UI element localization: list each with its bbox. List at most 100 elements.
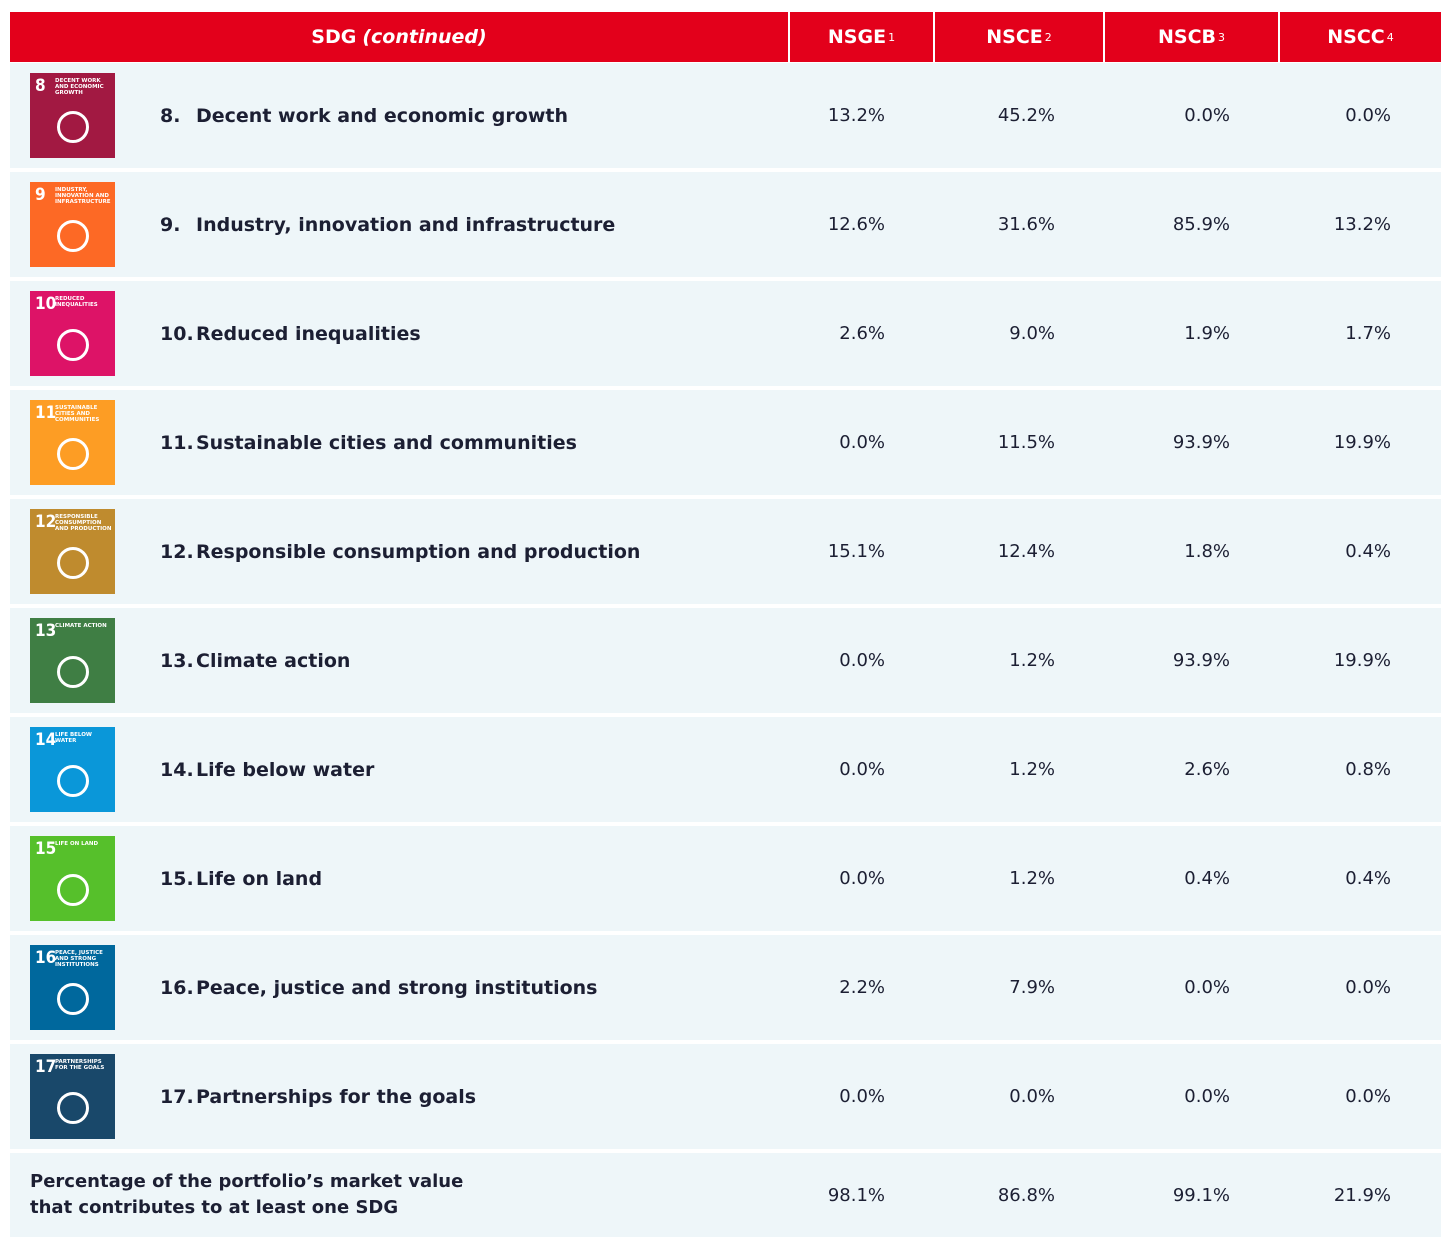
icon-pictogram (57, 329, 89, 361)
sdg-name: Life below water (196, 758, 375, 781)
value-cell: 13.2% (790, 63, 885, 168)
value-cell: 13.2% (1280, 172, 1391, 277)
value-cell: 0.0% (790, 826, 885, 931)
value-cell: 0.0% (790, 608, 885, 713)
table-row: 10 Reduced inequalities 10. Reduced inequal… (10, 281, 1441, 386)
value-cell: 0.0% (1280, 935, 1391, 1040)
sdg-number: 14. (160, 758, 194, 781)
value: 15.1% (827, 541, 885, 562)
total-row: Percentage of the portfolio’s market val… (10, 1153, 1441, 1237)
value: 0.0% (1184, 1086, 1230, 1107)
icon-number: 8 (35, 76, 46, 96)
value: 0.0% (1009, 1086, 1055, 1107)
header-cell: NSCE 2 (935, 12, 1103, 62)
value: 31.6% (997, 214, 1055, 235)
value: 11.5% (997, 432, 1055, 453)
sdg-name: Responsible consumption and production (196, 540, 641, 563)
sdg-label: 16. Peace, justice and strong institution… (160, 935, 597, 1040)
sdg-label: 15. Life on land (160, 826, 322, 931)
header-superscript: 1 (888, 30, 896, 44)
sdg-icon: 10 Reduced inequalities (30, 291, 115, 376)
sdg-label: 11. Sustainable cities and communities (160, 390, 577, 495)
value-cell: 19.9% (1280, 390, 1391, 495)
value-cell: 7.9% (935, 935, 1055, 1040)
icon-pictogram (57, 656, 89, 688)
value-cell: 0.0% (935, 1044, 1055, 1149)
value: 13.2% (827, 105, 885, 126)
value-cell: 0.0% (1105, 63, 1230, 168)
value: 12.6% (827, 214, 885, 235)
sdg-name: Life on land (196, 867, 323, 890)
sdg-number: 10. (160, 322, 194, 345)
header-text: NSCC (1327, 26, 1385, 48)
value-cell: 2.2% (790, 935, 885, 1040)
value: 0.4% (1184, 868, 1230, 889)
value: 0.0% (839, 1086, 885, 1107)
value: 1.2% (1009, 650, 1055, 671)
value: 0.4% (1345, 541, 1391, 562)
value-cell: 86.8% (935, 1153, 1055, 1237)
sdg-icon: 17 Partnerships for the goals (30, 1054, 115, 1139)
sdg-cell: 17 Partnerships for the goals 17. Partnersh… (10, 1044, 790, 1149)
value-cell: 85.9% (1105, 172, 1230, 277)
icon-label: Life below water (55, 732, 92, 744)
sdg-number: 15. (160, 867, 194, 890)
sdg-cell: 16 Peace, justice and strong institutions… (10, 935, 790, 1040)
value: 0.0% (839, 432, 885, 453)
table-row: 12 Responsible consumption and production… (10, 499, 1441, 604)
sdg-name: Partnerships for the goals (196, 1085, 477, 1108)
value: 9.0% (1009, 323, 1055, 344)
value-cell: 15.1% (790, 499, 885, 604)
value-cell: 0.0% (790, 390, 885, 495)
value: 0.0% (1184, 105, 1230, 126)
icon-label: Partnerships for the goals (55, 1059, 105, 1071)
sdg-name: Reduced inequalities (196, 322, 421, 345)
sdg-label: 9. Industry, innovation and infrastructur… (160, 172, 615, 277)
header-text: NSGE (827, 26, 887, 48)
icon-number: 13 (35, 621, 57, 641)
sdg-number: 17. (160, 1085, 194, 1108)
value: 0.8% (1345, 759, 1391, 780)
value-cell: 1.9% (1105, 281, 1230, 386)
value: 2.6% (1184, 759, 1230, 780)
value: 98.1% (827, 1184, 885, 1206)
value-cell: 12.4% (935, 499, 1055, 604)
sdg-label: 12. Responsible consumption and productio… (160, 499, 640, 604)
icon-label: Peace, justice and strong institutions (55, 950, 103, 968)
sdg-icon: 11 Sustainable cities and communities (30, 400, 115, 485)
value-cell: 99.1% (1105, 1153, 1230, 1237)
sdg-number: 13. (160, 649, 194, 672)
header-cell: NSCB 3 (1105, 12, 1278, 62)
value: 85.9% (1172, 214, 1230, 235)
sdg-icon: 12 Responsible consumption and production (30, 509, 115, 594)
header-text: SDG (311, 26, 357, 48)
icon-label: Sustainable cities and communities (55, 405, 100, 423)
icon-number: 11 (35, 403, 57, 423)
value: 0.0% (1345, 105, 1391, 126)
icon-number: 9 (35, 185, 46, 205)
icon-label: Climate action (55, 623, 107, 629)
value: 86.8% (997, 1184, 1055, 1206)
value: 45.2% (997, 105, 1055, 126)
value: 12.4% (997, 541, 1055, 562)
value-cell: 0.4% (1280, 499, 1391, 604)
sdg-icon: 16 Peace, justice and strong institutions (30, 945, 115, 1030)
value-cell: 12.6% (790, 172, 885, 277)
value: 2.6% (839, 323, 885, 344)
value: 13.2% (1333, 214, 1391, 235)
header-superscript: 4 (1386, 30, 1394, 44)
value: 19.9% (1333, 650, 1391, 671)
value: 93.9% (1172, 650, 1230, 671)
sdg-number: 12. (160, 540, 194, 563)
sdg-label: 10. Reduced inequalities (160, 281, 421, 386)
sdg-name: Climate action (196, 649, 351, 672)
icon-label: Responsible consumption and production (55, 514, 112, 532)
icon-number: 10 (35, 294, 57, 314)
icon-pictogram (57, 874, 89, 906)
table-row: 13 Climate action 13. Climate action 0.0% 1.2… (10, 608, 1441, 713)
sdg-name: Decent work and economic growth (196, 104, 568, 127)
value-cell: 2.6% (790, 281, 885, 386)
table-row: 14 Life below water 14. Life below water 0.0… (10, 717, 1441, 822)
value: 1.7% (1345, 323, 1391, 344)
